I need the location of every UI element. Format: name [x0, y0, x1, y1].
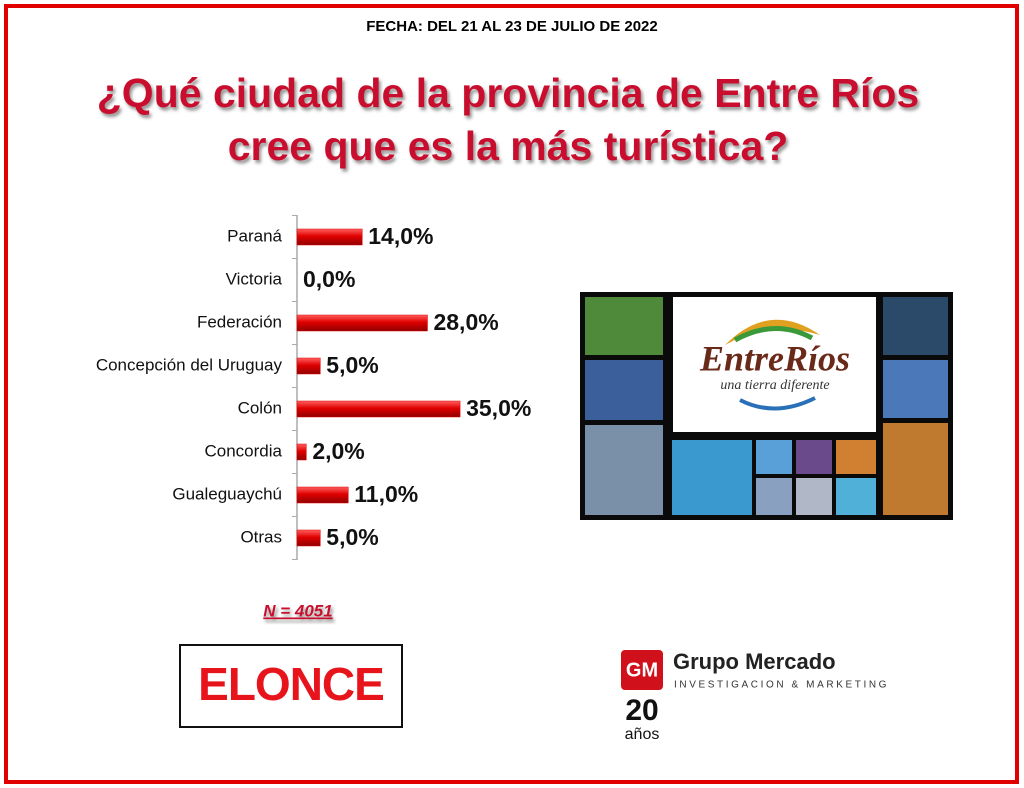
category-label: Colón	[238, 398, 282, 417]
brand-swoosh	[733, 326, 814, 343]
photo	[585, 425, 663, 515]
value-label: 28,0%	[433, 309, 498, 335]
logo-box	[179, 644, 403, 728]
gm-years: 20	[625, 694, 658, 727]
bar	[296, 443, 307, 461]
photo-collage: EntreRíos una tierra diferente	[580, 292, 953, 520]
chart-title: ¿Qué ciudad de la provincia de Entre Río…	[97, 70, 919, 116]
category-label: Federación	[197, 312, 282, 331]
value-label: 5,0%	[326, 524, 378, 550]
value-label: 14,0%	[368, 223, 433, 249]
gm-mark	[621, 650, 663, 690]
brand-swoosh	[739, 396, 816, 411]
photo	[796, 440, 832, 474]
photo	[883, 297, 948, 355]
photo	[585, 360, 663, 420]
gm-mark-text: GM	[626, 659, 658, 681]
value-label: 2,0%	[312, 438, 364, 464]
sample-size: N = 4051	[263, 601, 332, 620]
photo	[756, 478, 792, 515]
photo	[585, 297, 663, 355]
category-label: Paraná	[227, 226, 282, 245]
photo	[756, 440, 792, 474]
photo	[796, 478, 832, 515]
photo	[836, 440, 876, 474]
grupo-mercado-logo: GM Grupo Mercado INVESTIGACION & MARKETI…	[621, 649, 889, 743]
chart-title: cree que es la más turística?	[228, 123, 789, 169]
category-label: Gualeguaychú	[172, 484, 282, 503]
photo	[883, 423, 948, 515]
elonce-logo: ELONCE	[179, 644, 403, 728]
logo-text: ELONCE	[198, 658, 384, 710]
gm-years-word: años	[625, 726, 660, 743]
brand-name: EntreRíos	[699, 338, 850, 378]
bar	[296, 400, 461, 418]
category-label: Victoria	[226, 269, 283, 288]
photo	[672, 440, 752, 515]
bar	[296, 314, 428, 332]
date: FECHA: DEL 21 AL 23 DE JULIO DE 2022	[366, 18, 657, 35]
photo	[836, 478, 876, 515]
frame	[4, 4, 1019, 784]
photo	[883, 360, 948, 418]
bar	[296, 529, 321, 547]
brand-slogan: una tierra diferente	[720, 378, 829, 393]
category-label: Otras	[240, 527, 282, 546]
value-label: 35,0%	[466, 395, 531, 421]
gm-sub: INVESTIGACION & MARKETING	[674, 680, 889, 691]
value-label: 5,0%	[326, 352, 378, 378]
bar	[296, 228, 363, 246]
category-label: Concepción del Uruguay	[96, 355, 283, 374]
value-label: 0,0%	[303, 266, 355, 292]
bar	[296, 486, 349, 504]
brand-swoosh	[725, 319, 820, 345]
category-label: Concordia	[205, 441, 283, 460]
bars: Paraná 14,0% Victoria 0,0% Federación 28,0% Co…	[96, 215, 531, 560]
gm-name: Grupo Mercado	[673, 649, 836, 674]
value-label: 11,0%	[354, 481, 418, 507]
bar	[296, 357, 321, 375]
